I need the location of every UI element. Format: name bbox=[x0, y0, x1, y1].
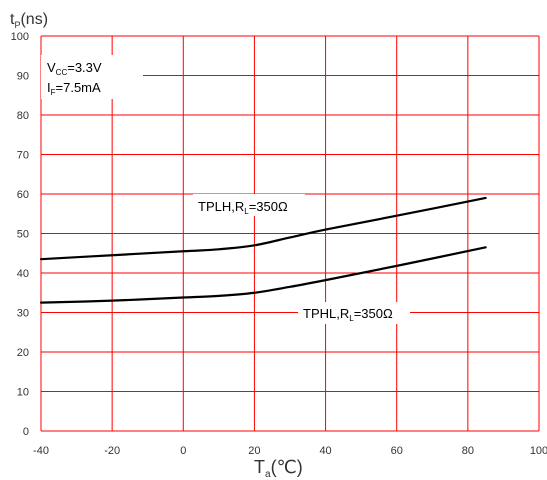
y-tick-label: 30 bbox=[17, 308, 29, 320]
x-tick-label: 20 bbox=[248, 445, 260, 457]
tphl-label-box bbox=[298, 302, 410, 324]
condition-vcc: VCC=3.3V bbox=[47, 60, 102, 77]
x-axis-label-sub: a bbox=[265, 469, 271, 480]
condition-if-value: =7.5mA bbox=[56, 80, 101, 95]
y-tick-label: 60 bbox=[17, 189, 29, 201]
series-label-tplh: TPLH,RL=350Ω bbox=[198, 199, 288, 216]
y-tick-label: 0 bbox=[23, 426, 29, 438]
tplh-label-box bbox=[193, 194, 305, 216]
y-tick-label: 100 bbox=[11, 31, 29, 43]
x-tick-label: 60 bbox=[391, 445, 403, 457]
y-tick-label: 20 bbox=[17, 347, 29, 359]
x-tick-label: 40 bbox=[319, 445, 331, 457]
condition-vcc-value: =3.3V bbox=[67, 60, 102, 75]
x-tick-label: -40 bbox=[33, 445, 49, 457]
y-axis-label-unit: (ns) bbox=[20, 11, 48, 28]
y-tick-label: 10 bbox=[17, 387, 29, 399]
series-label-tphl-rest: =350Ω bbox=[354, 306, 393, 321]
grid bbox=[40, 35, 540, 432]
y-tick-label: 50 bbox=[17, 229, 29, 241]
y-axis-label-main: t bbox=[10, 11, 15, 28]
conditions-box bbox=[41, 55, 143, 99]
x-tick-label: 80 bbox=[462, 445, 474, 457]
x-tick-label: -20 bbox=[104, 445, 120, 457]
x-tick-label: 0 bbox=[180, 445, 186, 457]
condition-vcc-sub: CC bbox=[56, 68, 68, 77]
y-tick-label: 80 bbox=[17, 110, 29, 122]
y-tick-label: 70 bbox=[17, 150, 29, 162]
condition-if-main: I bbox=[47, 80, 51, 95]
y-tick-label: 90 bbox=[17, 71, 29, 83]
series-line-tplh bbox=[39, 196, 487, 261]
series-label-tphl-sub: L bbox=[349, 314, 354, 323]
series-label-tphl-main: TPHL,R bbox=[303, 306, 349, 321]
y-tick-labels: 0 10 20 30 40 50 60 70 80 90 100 bbox=[11, 31, 29, 438]
condition-vcc-main: V bbox=[47, 60, 56, 75]
series-label-tplh-rest: =350Ω bbox=[249, 199, 288, 214]
series-label-tphl: TPHL,RL=350Ω bbox=[303, 306, 393, 323]
x-tick-label: 100 bbox=[530, 445, 547, 457]
x-axis-label: Ta(℃) bbox=[254, 457, 303, 480]
x-axis-label-unit: (℃) bbox=[271, 457, 303, 477]
y-tick-label: 40 bbox=[17, 268, 29, 280]
condition-if-sub: F bbox=[51, 88, 56, 97]
condition-if: IF=7.5mA bbox=[47, 80, 101, 97]
y-axis-label-sub: P bbox=[14, 20, 20, 30]
series-label-tplh-sub: L bbox=[244, 207, 249, 216]
x-axis-label-main: T bbox=[254, 457, 265, 477]
x-tick-labels: -40 -20 0 20 40 60 80 100 bbox=[33, 445, 547, 457]
series-line-tphl bbox=[39, 246, 487, 304]
y-axis-label: tP(ns) bbox=[10, 11, 48, 30]
series-label-tplh-main: TPLH,R bbox=[198, 199, 244, 214]
series-lines bbox=[39, 196, 487, 304]
